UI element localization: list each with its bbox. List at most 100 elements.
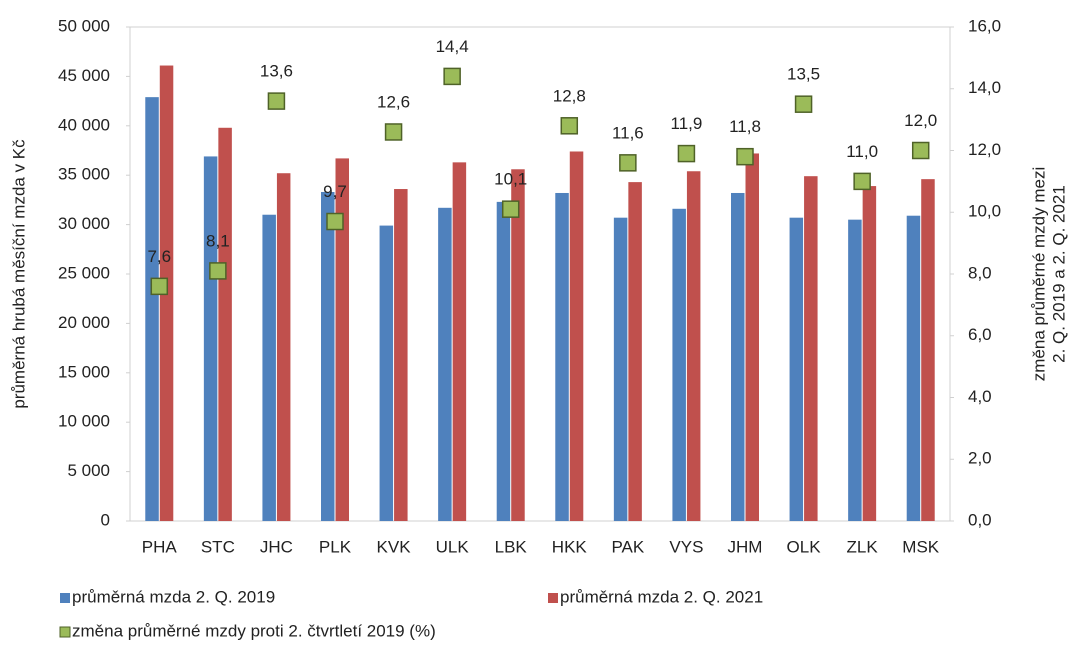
x-tick-label: VYS <box>669 537 703 556</box>
marker <box>326 212 344 231</box>
marker <box>384 123 403 141</box>
data-label: 10,1 <box>494 170 527 189</box>
marker <box>911 141 930 160</box>
x-tick-label: JHC <box>260 537 293 556</box>
y2-tick-label: 0,0 <box>968 510 992 529</box>
marker <box>209 262 227 280</box>
y-tick-label: 35 000 <box>58 165 110 184</box>
marker <box>443 67 461 86</box>
bar <box>804 176 818 522</box>
y-tick-label: 30 000 <box>58 214 110 233</box>
marker <box>501 200 520 218</box>
data-label: 9,7 <box>323 182 347 201</box>
marker <box>794 95 813 113</box>
y-tick-label: 0 <box>101 510 110 529</box>
marker <box>560 117 579 135</box>
y2-tick-label: 14,0 <box>968 78 1001 97</box>
marker <box>736 147 754 166</box>
y-tick-label: 45 000 <box>58 66 110 85</box>
marker <box>150 277 169 296</box>
marker <box>853 172 871 191</box>
bar <box>511 169 525 521</box>
y-tick-label: 40 000 <box>58 115 110 134</box>
bar <box>921 179 935 522</box>
data-label: 13,5 <box>787 65 820 84</box>
data-label: 8,1 <box>206 231 230 250</box>
bar <box>379 225 394 521</box>
data-label: 12,8 <box>553 86 586 105</box>
y2-tick-label: 8,0 <box>968 263 992 282</box>
bar <box>452 162 467 521</box>
y-tick-label: 25 000 <box>58 263 110 282</box>
marker <box>267 92 286 110</box>
bar <box>218 127 232 521</box>
bar <box>686 171 701 522</box>
marker <box>619 154 637 172</box>
x-tick-label: OLK <box>787 537 822 556</box>
legend-swatch <box>548 593 558 603</box>
marker <box>677 144 696 163</box>
data-label: 11,6 <box>612 123 644 142</box>
legend-swatch <box>59 626 71 638</box>
bar <box>672 208 686 522</box>
y2-tick-label: 4,0 <box>968 387 992 406</box>
bar <box>569 151 584 521</box>
bar <box>438 207 452 521</box>
x-tick-label: ZLK <box>847 537 879 556</box>
bar <box>745 153 759 522</box>
x-tick-label: ULK <box>436 537 470 556</box>
y2-tick-label: 2,0 <box>968 449 992 468</box>
legend-swatch <box>60 593 70 603</box>
x-tick-label: HKK <box>552 537 588 556</box>
y2-axis-label: 2. Q. 2019 a 2. Q. 2021 <box>1049 185 1068 363</box>
data-label: 12,0 <box>904 111 937 130</box>
legend-label: změna průměrné mzdy proti 2. čtvrtletí 2… <box>72 621 436 640</box>
x-tick-label: PAK <box>611 537 644 556</box>
x-tick-label: PLK <box>319 537 352 556</box>
y2-tick-label: 12,0 <box>968 140 1001 159</box>
bar <box>203 156 218 522</box>
data-label: 7,6 <box>147 247 171 266</box>
bar <box>731 192 745 521</box>
y-tick-label: 15 000 <box>58 362 110 381</box>
y2-tick-label: 6,0 <box>968 325 992 344</box>
bar <box>496 201 511 521</box>
x-tick-label: KVK <box>377 537 412 556</box>
y-tick-label: 5 000 <box>67 461 110 480</box>
data-label: 13,6 <box>260 62 293 81</box>
y2-axis-label: změna průměrné mzdy mezi <box>1029 167 1048 381</box>
y2-tick-label: 16,0 <box>968 16 1001 35</box>
bar <box>628 182 642 521</box>
x-tick-label: LBK <box>495 537 528 556</box>
bar <box>321 191 335 521</box>
x-tick-label: MSK <box>902 537 940 556</box>
bar <box>862 186 877 521</box>
y-axis-label: průměrná hrubá měsíční mzda v Kč <box>9 139 28 409</box>
y-tick-label: 10 000 <box>58 412 110 431</box>
bar <box>613 217 628 521</box>
bar <box>394 189 408 522</box>
y2-tick-label: 10,0 <box>968 202 1001 221</box>
x-tick-label: STC <box>201 537 235 556</box>
legend-label: průměrná mzda 2. Q. 2021 <box>560 587 763 606</box>
data-label: 14,4 <box>436 37 469 56</box>
legend-label: průměrná mzda 2. Q. 2019 <box>72 587 275 606</box>
bar <box>145 97 159 521</box>
y-tick-label: 50 000 <box>58 16 110 35</box>
data-label: 12,6 <box>377 92 410 111</box>
x-tick-label: PHA <box>142 537 178 556</box>
bar <box>276 173 291 521</box>
bar <box>262 214 276 521</box>
bar <box>848 219 862 521</box>
bar <box>335 158 349 522</box>
data-label: 11,0 <box>846 142 878 161</box>
data-label: 11,8 <box>729 117 761 136</box>
plot-frame <box>129 26 951 522</box>
data-label: 11,9 <box>671 114 703 133</box>
bar <box>789 217 804 521</box>
bar <box>906 215 921 521</box>
bar <box>555 192 569 521</box>
y-tick-label: 20 000 <box>58 313 110 332</box>
x-tick-label: JHM <box>728 537 763 556</box>
